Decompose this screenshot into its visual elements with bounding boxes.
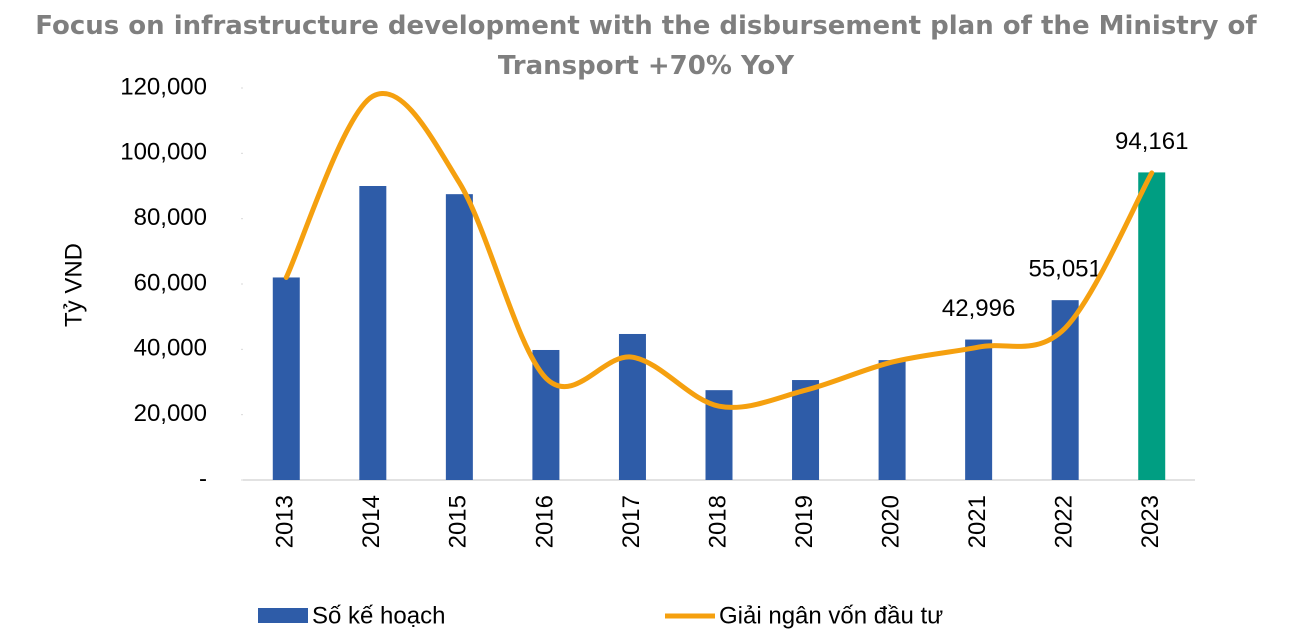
bar [878,360,906,480]
y-tick-label: - [199,465,207,492]
y-tick-label: 60,000 [134,269,207,296]
line [283,91,1155,410]
y-tick-label: 120,000 [120,73,207,100]
data-label: 94,161 [1115,128,1188,155]
y-tick-label: 100,000 [120,139,207,166]
x-tick-label: 2013 [272,495,299,548]
x-tick-label: 2019 [791,495,818,548]
data-label: 55,051 [1028,256,1101,283]
bar [272,277,300,480]
x-tick-label: 2015 [445,495,472,548]
x-tick-label: 2014 [358,495,385,548]
legend-swatch [258,608,308,623]
y-tick-label: 20,000 [134,400,207,427]
bar [359,186,387,480]
bar [532,349,560,480]
x-tick-label: 2018 [704,495,731,548]
x-tick-label: 2022 [1051,495,1078,548]
x-tick-label: 2021 [964,495,991,548]
y-tick-label: 80,000 [134,204,207,231]
bar [792,380,820,480]
data-label: 42,996 [942,295,1015,322]
x-tick-label: 2023 [1137,495,1164,548]
bar [1138,172,1166,480]
x-tick-label: 2016 [531,495,558,548]
bar [965,339,993,480]
bar [445,194,473,480]
y-tick-label: 40,000 [134,335,207,362]
x-tick-label: 2017 [618,495,645,548]
legend-label: Số kế hoạch [312,602,445,629]
x-tick-label: 2020 [877,495,904,548]
chart-title: Focus on infrastructure development with… [35,11,1257,81]
legend-label: Giải ngân vốn đầu tư [719,602,943,629]
y-axis-label: Tỷ VND [60,243,87,327]
